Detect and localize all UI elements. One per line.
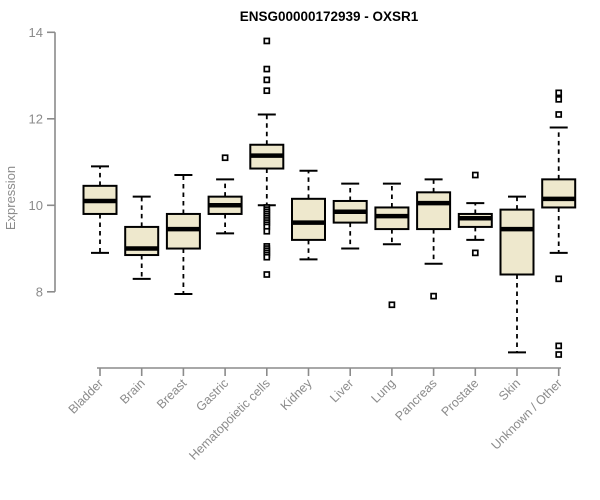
outlier-point [471,249,479,257]
y-tick-label: 12 [29,111,43,126]
outlier-point [263,76,271,84]
outlier-point [555,275,563,283]
boxes [82,37,577,358]
outlier-point [430,292,437,300]
boxplot-bladder [82,165,118,254]
boxplot-lung [374,182,410,309]
boxplot-kidney [291,169,326,261]
boxplot-hematopoietic-cells [249,37,285,278]
boxplot-brain [124,195,160,280]
x-tick-label: Kidney [278,376,315,413]
x-tick-label: Hematopoietic cells [186,376,273,463]
outlier-point [555,342,563,350]
outlier-point [388,301,396,309]
x-tick-label: Gastric [193,376,231,414]
iqr-box [541,178,577,209]
x-tick-label: Prostate [439,376,482,419]
boxplot-breast [165,174,201,295]
y-tick-label: 8 [36,284,43,299]
iqr-box [291,197,326,241]
x-tick-label: Breast [154,376,190,412]
outlier-point [263,87,271,95]
axes: 8 10 12 14 Bladder Brain Breast GastricHematopo… [29,25,565,463]
boxplot-gastric [207,154,243,235]
outlier-point [263,271,271,278]
y-axis-label: Expression [3,166,18,230]
iqr-box [499,208,535,276]
x-tick-label: Unknown / Other [489,376,565,452]
outlier-point [471,171,479,179]
outlier-point [555,111,563,118]
y-tick-label: 10 [29,198,43,213]
outlier-point [555,95,563,103]
y-tick-label: 14 [29,25,43,40]
boxplot-pancreas [416,178,452,300]
boxplot-unknown-other [541,89,577,358]
outlier-point [555,89,563,97]
x-tick-label: Brain [117,376,148,407]
outlier-point [221,154,229,162]
boxplot-liver [332,182,368,250]
x-tick-label: Liver [327,376,356,405]
boxplot-prostate [457,171,493,257]
outlier-point [555,351,563,358]
iqr-box [416,191,452,231]
chart-title: ENSG00000172939 - OXSR1 [240,9,419,24]
outlier-point [263,253,271,261]
outlier-point [263,65,271,73]
boxplot-skin [499,195,535,354]
x-tick-label: Lung [368,376,398,406]
outlier-point [263,37,271,45]
x-tick-label: Skin [496,376,523,403]
iqr-box [124,225,160,257]
x-tick-label: Bladder [66,376,106,416]
outlier-point [263,227,271,235]
x-tick-label: Pancreas [392,376,439,423]
